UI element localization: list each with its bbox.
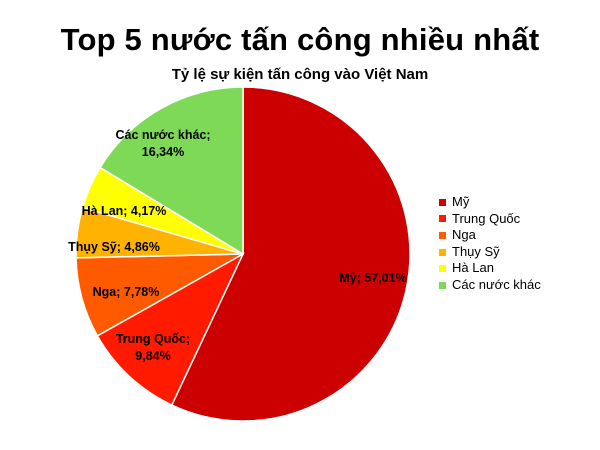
legend-item-4: Thụy Sỹ [439, 244, 541, 261]
slice-label-4: Thụy Sỹ; 4,86% [68, 240, 160, 254]
chart-title: Tỷ lệ sự kiện tấn công vào Việt Nam [171, 66, 429, 83]
pie-slice-6 [99, 86, 244, 256]
slice-label-1: Mỹ; 57,01% [339, 271, 406, 285]
chart-legend: Mỹ Trung Quốc Nga Thụy Sỹ Hà Lan Các nước khá… [439, 194, 541, 294]
legend-swatch [439, 198, 446, 206]
legend-label: Hà Lan [452, 260, 494, 276]
legend-item-6: Các nước khác [439, 277, 541, 294]
legend-label: Trung Quốc [452, 210, 521, 226]
legend-label: Mỹ [452, 194, 470, 209]
slice-label-5: Hà Lan; 4,17% [82, 204, 167, 218]
slice-label-3: Nga; 7,78% [93, 285, 160, 299]
legend-label: Thụy Sỹ [452, 243, 500, 259]
legend-swatch [439, 215, 446, 223]
page-title: Top 5 nước tấn công nhiều nhất [60, 22, 540, 57]
slice-label-2: Trung Quốc; 9,84% [116, 332, 190, 363]
legend-item-1: Mỹ [439, 194, 541, 211]
legend-item-5: Hà Lan [439, 260, 541, 277]
legend-item-2: Trung Quốc [439, 211, 541, 228]
pie-slice-2 [96, 252, 245, 407]
slice-label-6: Các nước khác; 16,34% [115, 128, 210, 159]
legend-item-3: Nga [439, 227, 541, 244]
legend-swatch [439, 265, 446, 273]
pie-slice-1 [170, 86, 411, 422]
legend-label: Nga [452, 227, 476, 243]
legend-swatch [439, 248, 446, 256]
legend-swatch [439, 231, 446, 239]
legend-swatch [439, 281, 446, 289]
legend-label: Các nước khác [452, 276, 541, 292]
